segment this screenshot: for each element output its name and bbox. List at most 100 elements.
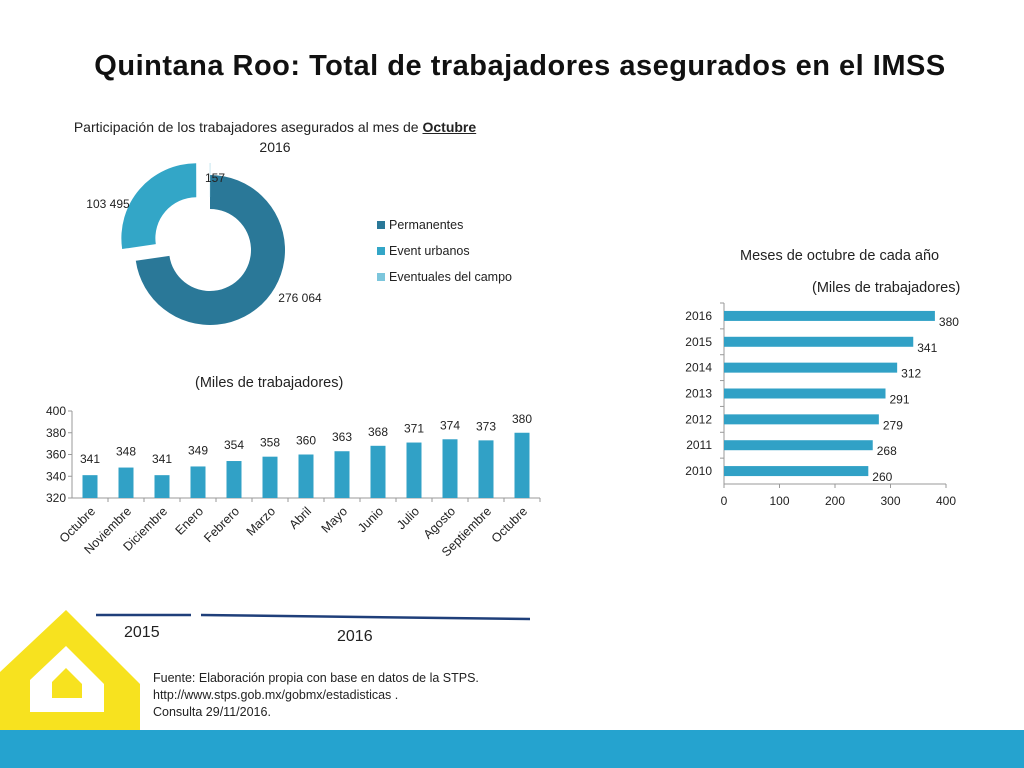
legend-item-eventuales-campo: Eventuales del campo [377,264,512,290]
pie-title-prefix: Participación de los trabajadores asegur… [73,119,419,135]
source-note: Fuente: Elaboración propia con base en d… [153,670,479,721]
logo [0,610,140,730]
bar-data-label: 349 [188,443,208,457]
y-tick-label: 2013 [685,387,712,401]
x-tick-label: Mayo [319,504,351,536]
source-line-1: Fuente: Elaboración propia con base en d… [153,671,479,685]
legend-label: Permanentes [389,218,464,232]
x-tick-label: 0 [721,494,728,508]
bar [226,461,242,498]
year-label-2015: 2015 [124,624,160,641]
source-line-2: http://www.stps.gob.mx/gobmx/estadistica… [153,688,399,702]
x-tick-label: Enero [173,504,207,538]
bar [118,467,134,498]
bar-data-label: 380 [512,412,532,426]
y-tick-label: 2010 [685,464,712,478]
legend-swatch [377,247,385,255]
bar-data-label: 374 [440,418,460,432]
bar-data-label: 368 [368,425,388,439]
bar [724,310,935,321]
legend-item-permanentes: Permanentes [377,212,512,238]
pie-data-label: 276 064 [278,291,322,305]
y-tick-label: 360 [46,448,66,462]
bar-data-label: 380 [939,315,959,329]
pie-slice [121,163,197,250]
bar [724,440,873,451]
y-tick-label: 2014 [685,361,712,375]
bar [262,456,278,498]
bar-data-label: 268 [877,444,897,458]
bar [724,414,879,425]
legend-label: Eventuales del campo [389,270,512,284]
vertical-bar-chart: 320340360380400341Octubre348Noviembre341… [46,404,541,559]
page-title: Quintana Roo: Total de trabajadores aseg… [94,50,946,82]
x-tick-label: Marzo [244,504,278,538]
source-line-3: Consulta 29/11/2016. [153,705,271,719]
x-tick-label: Octubre [489,504,530,545]
x-tick-label: 400 [936,494,956,508]
pie-data-label: 157 [205,171,225,185]
pie-chart: 276 064 103 495 157 [86,163,322,325]
bar-data-label: 373 [476,419,496,433]
bar [370,445,386,498]
y-tick-label: 320 [46,491,66,505]
pie-legend: Permanentes Event urbanos Eventuales del… [377,212,512,290]
y-tick-label: 380 [46,426,66,440]
legend-swatch [377,221,385,229]
x-tick-label: Junio [355,504,386,535]
bar-data-label: 291 [890,393,910,407]
bar-data-label: 341 [152,452,172,466]
bar-data-label: 312 [901,367,921,381]
bar-data-label: 354 [224,438,244,452]
y-tick-label: 340 [46,469,66,483]
hbar-chart-title: Meses de octubre de cada año [740,248,940,264]
bar-data-label: 341 [917,341,937,355]
bar [190,466,206,498]
bar [478,440,494,498]
legend-label: Event urbanos [389,244,470,258]
x-tick-label: 100 [769,494,789,508]
bar-chart-title: (Miles de trabajadores) [195,375,344,391]
y-tick-label: 2012 [685,412,712,426]
bar [724,388,886,399]
year-line-2016 [200,613,531,621]
y-tick-label: 2015 [685,335,712,349]
hbar-chart-subtitle: (Miles de trabajadores) [812,280,961,296]
x-tick-label: Abril [287,504,315,532]
pie-title-month: Octubre [422,119,477,135]
x-tick-label: Febrero [201,504,242,545]
x-tick-label: Julio [394,504,422,532]
bar-data-label: 363 [332,430,352,444]
y-tick-label: 400 [46,404,66,418]
horizontal-bar-chart: 0 100 200 300 400 380 2016 341 2015 312 2014 291 201… [685,302,959,508]
legend-swatch [377,273,385,281]
legend-item-event-urbanos: Event urbanos [377,238,512,264]
bar-data-label: 360 [296,434,316,448]
bar [82,475,98,498]
bar [406,442,422,498]
bar-data-label: 279 [883,418,903,432]
bar-data-label: 260 [872,470,892,484]
bar [724,466,869,477]
pie-title-year: 2016 [259,139,291,155]
bar [724,362,898,373]
bar-data-label: 348 [116,445,136,459]
bar [514,432,530,498]
pie-slice [135,175,285,325]
bar [154,475,170,498]
bar [334,451,350,498]
pie-chart-title: Participación de los trabajadores asegur… [40,117,510,157]
pie-data-label: 103 495 [86,197,130,211]
bar-data-label: 341 [80,452,100,466]
y-tick-label: 2011 [686,438,712,452]
bar [298,454,314,498]
bar [724,336,914,347]
y-tick-label: 2016 [685,309,712,323]
x-tick-label: 300 [880,494,900,508]
bar-data-label: 371 [404,422,424,436]
bar [442,439,458,498]
bar-data-label: 358 [260,436,280,450]
footer-band [0,730,1024,768]
year-label-2016: 2016 [337,628,373,645]
